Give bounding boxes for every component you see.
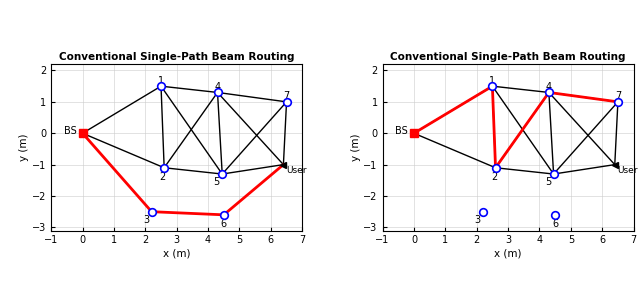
Y-axis label: y (m): y (m) [351, 134, 360, 161]
Text: BS: BS [395, 126, 408, 136]
Text: BS: BS [63, 126, 76, 136]
Text: 5: 5 [545, 177, 551, 187]
Title: Conventional Single-Path Beam Routing: Conventional Single-Path Beam Routing [59, 52, 294, 62]
Text: 7: 7 [284, 91, 290, 101]
Text: 6: 6 [552, 219, 558, 229]
Text: 2: 2 [491, 172, 497, 181]
Title: Conventional Single-Path Beam Routing: Conventional Single-Path Beam Routing [390, 52, 626, 62]
Text: User: User [286, 166, 307, 175]
Text: 2: 2 [159, 172, 166, 181]
Text: 7: 7 [615, 91, 621, 101]
Y-axis label: y (m): y (m) [19, 134, 29, 161]
Text: User: User [618, 166, 638, 175]
Text: 3: 3 [143, 215, 149, 224]
X-axis label: x (m): x (m) [494, 248, 522, 258]
Text: 1: 1 [158, 76, 164, 87]
Text: 4: 4 [214, 82, 221, 92]
Text: 6: 6 [221, 219, 227, 229]
Text: 1: 1 [490, 76, 495, 87]
Text: 4: 4 [546, 82, 552, 92]
X-axis label: x (m): x (m) [163, 248, 191, 258]
Text: 3: 3 [474, 215, 481, 224]
Text: 5: 5 [214, 177, 220, 187]
